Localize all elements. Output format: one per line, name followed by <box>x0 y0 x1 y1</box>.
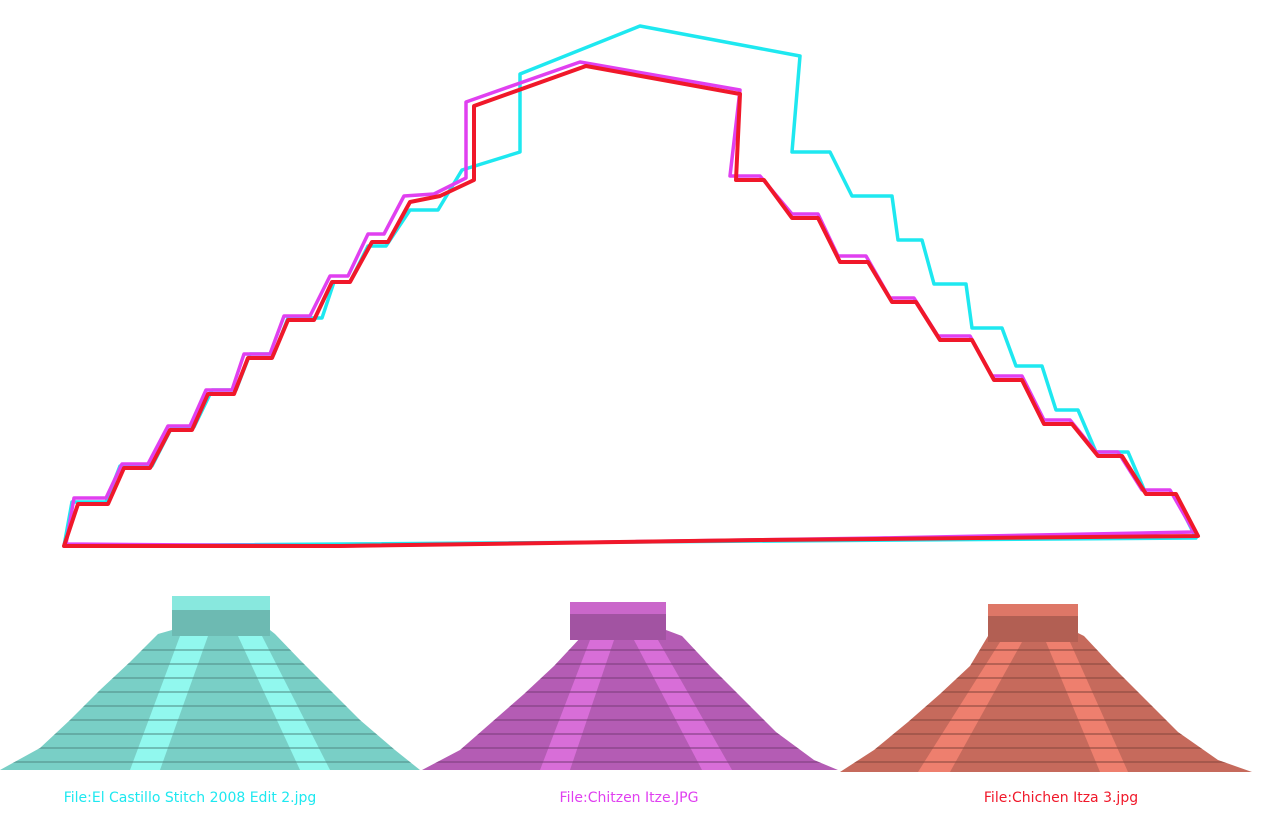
pyramid-outline-overlay <box>62 24 1200 548</box>
photo-el-castillo-cyan <box>0 590 420 780</box>
photo-chichen-itza-red <box>838 590 1258 780</box>
red-outline <box>62 64 1200 548</box>
photo-chitzen-itze-magenta <box>420 590 840 780</box>
cyan-outline <box>62 24 1198 548</box>
pyramid-photo-magenta <box>422 602 838 770</box>
caption-el-castillo[interactable]: File:El Castillo Stitch 2008 Edit 2.jpg <box>63 790 317 806</box>
pyramid-photo-red <box>840 604 1252 772</box>
caption-chitzen-itze[interactable]: File:Chitzen Itze.JPG <box>559 790 699 806</box>
magenta-outline <box>64 60 1196 548</box>
caption-chichen-itza[interactable]: File:Chichen Itza 3.jpg <box>983 790 1139 806</box>
pyramid-photo-cyan <box>0 596 420 770</box>
